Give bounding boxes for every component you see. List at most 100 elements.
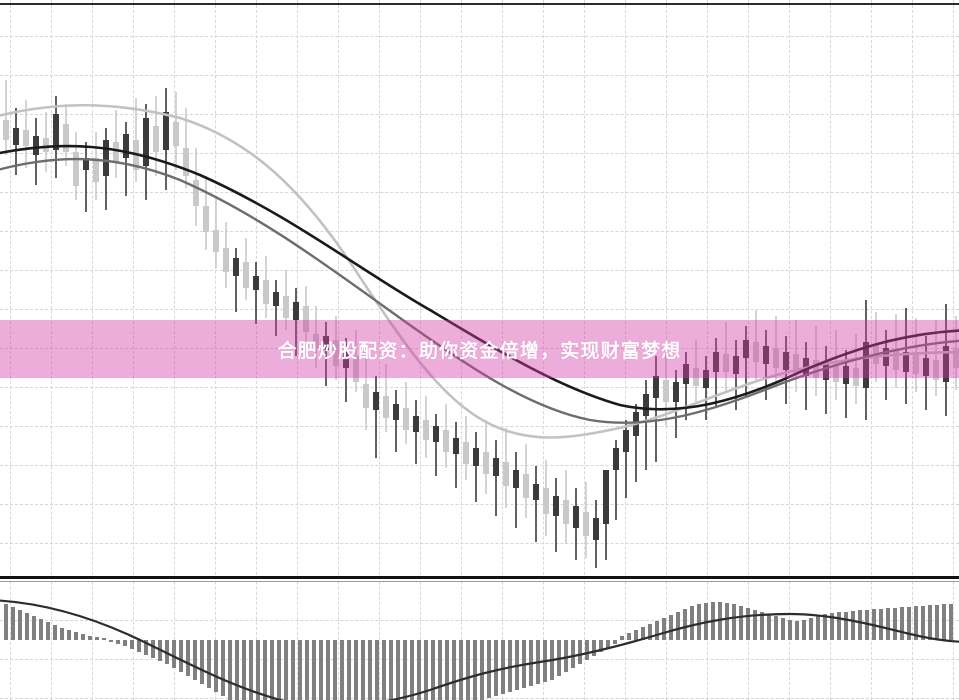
candle-body xyxy=(343,352,349,368)
macd-bar xyxy=(907,607,911,640)
candle-body xyxy=(33,136,39,155)
candle-body xyxy=(203,206,209,232)
macd-bar xyxy=(137,640,141,652)
candle-body xyxy=(63,124,69,152)
candle-body xyxy=(513,470,519,488)
candle-body xyxy=(833,364,839,382)
macd-bar xyxy=(466,640,470,700)
macd-bar xyxy=(431,640,435,700)
macd-bar xyxy=(634,630,638,640)
candle-body xyxy=(713,352,719,372)
macd-bar xyxy=(81,634,85,640)
candle-body xyxy=(453,438,459,454)
macd-bar xyxy=(767,614,771,640)
macd-bar xyxy=(361,640,365,700)
macd-bar xyxy=(599,640,603,652)
candle-body xyxy=(13,128,19,145)
macd-bar xyxy=(662,618,666,640)
candle-body xyxy=(463,442,469,464)
macd-bar xyxy=(4,604,8,640)
candle-body xyxy=(313,334,319,348)
macd-bar xyxy=(823,614,827,640)
macd-bar xyxy=(627,633,631,640)
macd-bar xyxy=(333,640,337,700)
candle-body xyxy=(233,258,239,276)
candle-body xyxy=(933,360,939,380)
macd-bar xyxy=(445,640,449,700)
candle-body xyxy=(783,352,789,370)
candle-body xyxy=(393,404,399,420)
macd-bar xyxy=(816,616,820,640)
macd-bar xyxy=(795,621,799,640)
candle-body xyxy=(363,384,369,408)
macd-bar xyxy=(606,640,610,648)
candle-body xyxy=(143,118,149,166)
macd-bar xyxy=(109,640,113,642)
macd-bar xyxy=(424,640,428,700)
macd-bar xyxy=(879,609,883,640)
candle-body xyxy=(843,366,849,384)
candle-body xyxy=(303,306,309,332)
macd-bar xyxy=(354,640,358,700)
moving-average-mid-line xyxy=(0,157,959,424)
macd-bar xyxy=(151,640,155,658)
moving-average-long-line xyxy=(0,103,959,439)
macd-bar xyxy=(508,640,512,692)
candle-body xyxy=(443,430,449,452)
macd-bar xyxy=(32,616,36,640)
candle-body xyxy=(613,448,619,470)
macd-bar xyxy=(788,620,792,640)
candle-body xyxy=(923,358,929,376)
candle-body xyxy=(293,302,299,320)
promo-banner: 合肥炒股配资：助你资金倍增，实现财富梦想 xyxy=(0,320,959,378)
candle-body xyxy=(703,370,709,388)
candle-body xyxy=(603,470,609,524)
macd-bar xyxy=(592,640,596,656)
macd-bar xyxy=(95,637,99,640)
candle-body xyxy=(473,448,479,466)
candle-body xyxy=(103,140,109,176)
candle-body xyxy=(373,392,379,410)
candle-body xyxy=(73,152,79,186)
macd-bar xyxy=(396,640,400,700)
macd-bar xyxy=(753,610,757,640)
candle-body xyxy=(113,142,119,162)
macd-bar xyxy=(102,638,106,640)
macd-bar xyxy=(494,640,498,696)
macd-bar xyxy=(312,640,316,700)
macd-bar xyxy=(389,640,393,700)
candle-body xyxy=(773,348,779,368)
macd-bar xyxy=(571,640,575,668)
macd-bar xyxy=(403,640,407,700)
candle-body xyxy=(263,280,269,304)
macd-histogram-series xyxy=(4,602,953,700)
macd-bar xyxy=(865,610,869,640)
macd-bar xyxy=(480,640,484,700)
macd-bar xyxy=(200,640,204,684)
candle-body xyxy=(943,346,949,382)
candle-body xyxy=(723,354,729,372)
macd-bar xyxy=(18,610,22,640)
macd-bar xyxy=(270,640,274,700)
macd-bar xyxy=(46,622,50,640)
candle-body xyxy=(173,122,179,146)
candle-body xyxy=(623,430,629,452)
macd-bar xyxy=(648,624,652,640)
macd-bar xyxy=(291,640,295,700)
macd-bar xyxy=(172,640,176,668)
macd-bar xyxy=(697,604,701,640)
chart-top-border xyxy=(0,3,959,5)
candle-body xyxy=(53,114,59,150)
candle-body xyxy=(573,506,579,528)
macd-bar xyxy=(207,640,211,688)
macd-bar xyxy=(802,620,806,640)
candle-body xyxy=(683,364,689,384)
macd-bar xyxy=(249,640,253,700)
macd-bar xyxy=(53,625,57,640)
macd-bar xyxy=(305,640,309,700)
macd-bar xyxy=(263,640,267,700)
macd-bar xyxy=(760,612,764,640)
macd-bar xyxy=(417,640,421,700)
candle-body xyxy=(853,368,859,386)
